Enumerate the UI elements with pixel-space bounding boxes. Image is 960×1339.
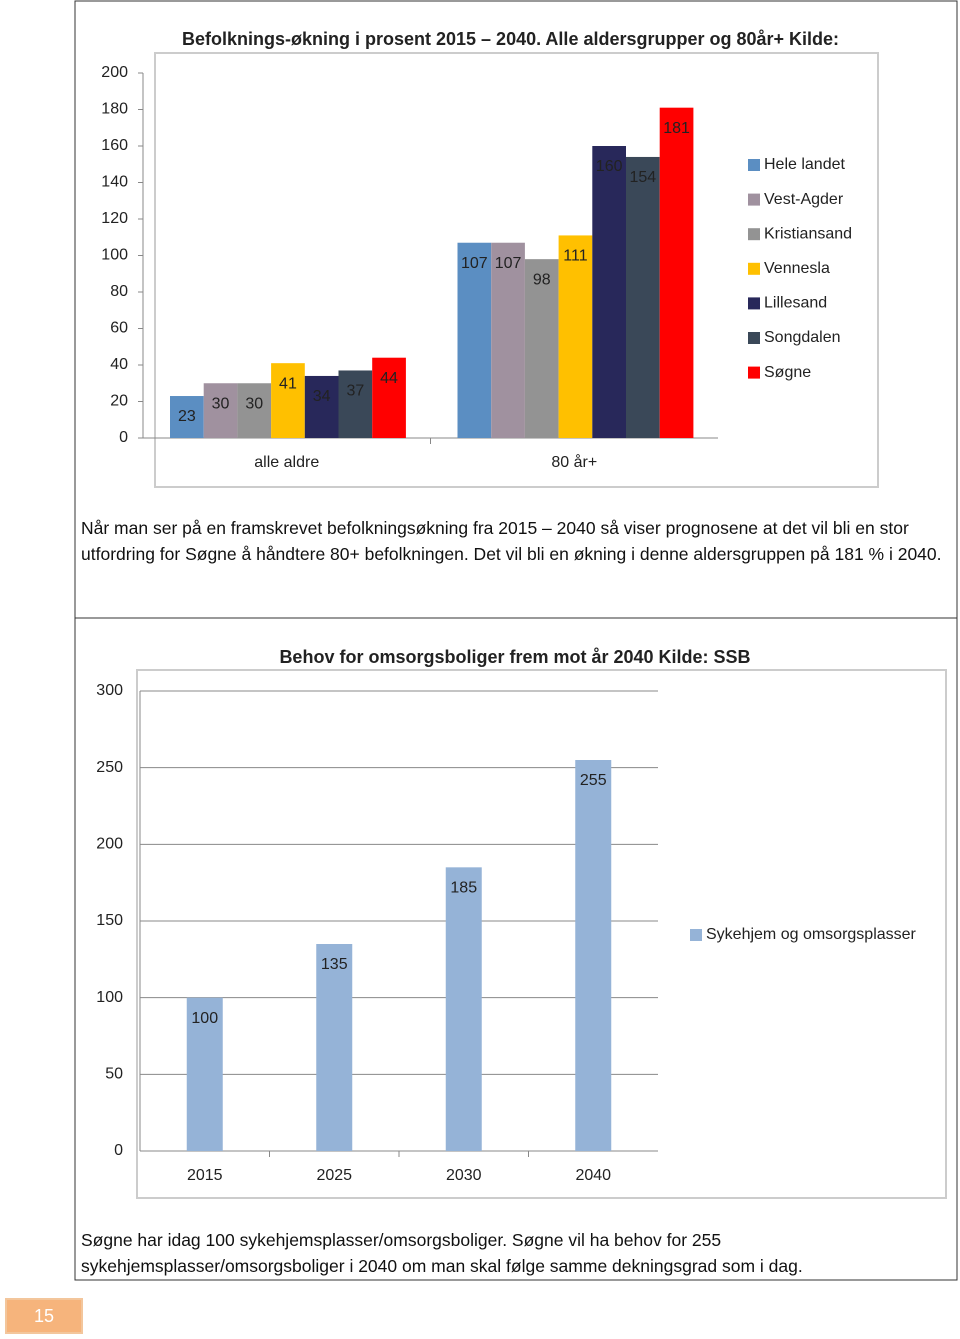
legend-swatch (748, 332, 760, 344)
y-tick-label: 100 (96, 989, 123, 1006)
y-tick-label: 180 (101, 101, 128, 118)
y-tick-label: 120 (101, 210, 128, 227)
y-tick-label: 80 (110, 283, 128, 300)
bar (575, 760, 612, 1151)
y-tick-label: 50 (105, 1066, 123, 1083)
frame (74, 617, 958, 1281)
legend-label: Hele landet (764, 156, 846, 173)
data-label: 255 (580, 772, 607, 789)
paragraph: Søgne har idag 100 sykehjemsplasser/omso… (81, 1230, 803, 1276)
data-label: 34 (313, 388, 331, 405)
legend-label: Lillesand (764, 295, 827, 312)
data-label: 98 (533, 271, 551, 288)
bar (338, 370, 373, 438)
data-label: 30 (212, 395, 230, 412)
x-tick-label: 80 år+ (551, 453, 597, 471)
legend-label: Kristiansand (764, 225, 852, 242)
bar (659, 107, 694, 439)
legend-swatch (748, 159, 760, 171)
legend-label: Vest-Agder (764, 191, 844, 208)
data-label: 23 (178, 408, 196, 425)
bar (491, 242, 525, 438)
data-label: 37 (346, 383, 364, 400)
data-label: 185 (450, 880, 477, 897)
data-label: 107 (495, 255, 522, 272)
bar (626, 156, 660, 438)
data-label: 154 (629, 169, 656, 186)
x-tick-label: 2030 (446, 1167, 482, 1184)
x-tick-label: alle aldre (254, 454, 319, 471)
bar (170, 396, 204, 438)
plot-frame (136, 669, 947, 1199)
data-label: 111 (563, 248, 587, 265)
data-label: 30 (245, 395, 263, 412)
legend-label: Søgne (764, 364, 811, 381)
data-label: 100 (191, 1010, 218, 1027)
chart-title: Befolknings-økning i prosent 2015 – 2040… (182, 29, 839, 49)
bar (271, 363, 305, 438)
y-tick-label: 300 (96, 682, 123, 699)
paragraph: Når man ser på en framskrevet befolkning… (81, 518, 942, 564)
legend-swatch (690, 929, 702, 941)
y-tick-label: 140 (101, 174, 128, 191)
x-tick-label: 2015 (187, 1167, 223, 1184)
bar (316, 944, 353, 1151)
data-label: 135 (321, 956, 348, 973)
legend-label: Vennesla (764, 260, 830, 277)
bar (304, 375, 339, 438)
y-tick-label: 60 (110, 320, 128, 337)
x-tick-label: 2025 (316, 1167, 352, 1184)
bar (592, 146, 626, 438)
bar (203, 383, 238, 438)
y-tick-label: 150 (96, 912, 123, 929)
y-tick-label: 200 (101, 64, 128, 81)
y-tick-label: 20 (110, 393, 128, 410)
chart-title: Behov for omsorgsboliger frem mot år 204… (279, 647, 750, 667)
x-tick-label: 2040 (575, 1167, 611, 1184)
y-tick-label: 100 (101, 247, 128, 264)
y-tick-label: 0 (119, 429, 128, 446)
bar (558, 235, 593, 438)
data-label: 181 (663, 120, 690, 137)
bar (524, 259, 559, 438)
bar (186, 997, 223, 1151)
bar (372, 357, 406, 438)
data-label: 160 (596, 158, 623, 175)
y-tick-label: 40 (110, 356, 128, 373)
legend-swatch (748, 228, 760, 241)
bar (237, 383, 272, 438)
page-number: 15 (5, 1298, 83, 1334)
legend-label: Sykehjem og omsorgsplasser (706, 926, 917, 943)
plot-frame (154, 52, 879, 488)
data-label: 107 (461, 255, 488, 272)
legend-swatch (748, 366, 760, 379)
legend-swatch (748, 193, 760, 206)
legend-label: Songdalen (764, 329, 841, 346)
y-tick-label: 160 (101, 137, 128, 154)
legend-swatch (748, 297, 760, 310)
bar (457, 242, 492, 438)
bar (445, 867, 482, 1151)
legend-swatch (748, 262, 760, 275)
y-tick-label: 200 (96, 836, 123, 853)
y-tick-label: 0 (114, 1142, 123, 1159)
y-tick-label: 250 (96, 759, 123, 776)
data-label: 41 (279, 375, 297, 392)
data-label: 44 (380, 370, 398, 387)
